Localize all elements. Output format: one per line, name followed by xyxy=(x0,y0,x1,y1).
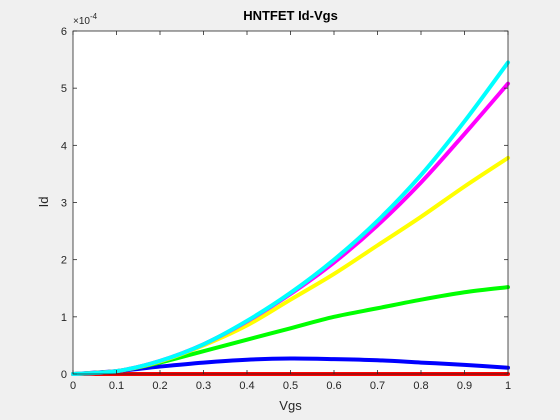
x-axis-ticks: 0 0.1 0.2 0.3 0.4 0.5 0.6 0.7 0.8 0.9 1 xyxy=(70,31,511,392)
y-tick-label: 3 xyxy=(61,198,67,210)
y-axis-ticks: 0 1 2 3 4 5 6 xyxy=(61,26,508,381)
chart-title: HNTFET Id-Vgs xyxy=(243,8,338,23)
x-tick-label: 0.1 xyxy=(109,380,124,392)
series-line-2 xyxy=(71,356,510,376)
y-tick-label: 6 xyxy=(61,26,67,38)
series-line-6 xyxy=(71,60,510,376)
x-tick-label: 0.3 xyxy=(196,380,211,392)
x-tick-label: 0.5 xyxy=(283,380,298,392)
y-tick-label: 5 xyxy=(61,83,67,95)
y-tick-label: 4 xyxy=(61,140,67,152)
x-tick-label: 0.9 xyxy=(457,380,472,392)
x-tick-label: 1 xyxy=(505,380,511,392)
x-tick-label: 0.6 xyxy=(326,380,341,392)
y-exponent-power: -4 xyxy=(90,12,98,21)
x-tick-label: 0.8 xyxy=(413,380,428,392)
y-tick-label: 1 xyxy=(61,312,67,324)
y-tick-label: 2 xyxy=(61,255,67,267)
y-exponent-label: ×10-4 xyxy=(73,12,98,27)
y-tick-label: 0 xyxy=(61,369,67,381)
x-tick-label: 0.4 xyxy=(239,380,254,392)
y-exponent-base: ×10 xyxy=(73,16,90,27)
x-tick-label: 0.7 xyxy=(370,380,385,392)
x-axis-label: Vgs xyxy=(279,398,302,413)
x-tick-label: 0.2 xyxy=(152,380,167,392)
x-tick-label: 0 xyxy=(70,380,76,392)
y-axis-label: Id xyxy=(36,197,51,208)
plot-area xyxy=(73,31,508,374)
